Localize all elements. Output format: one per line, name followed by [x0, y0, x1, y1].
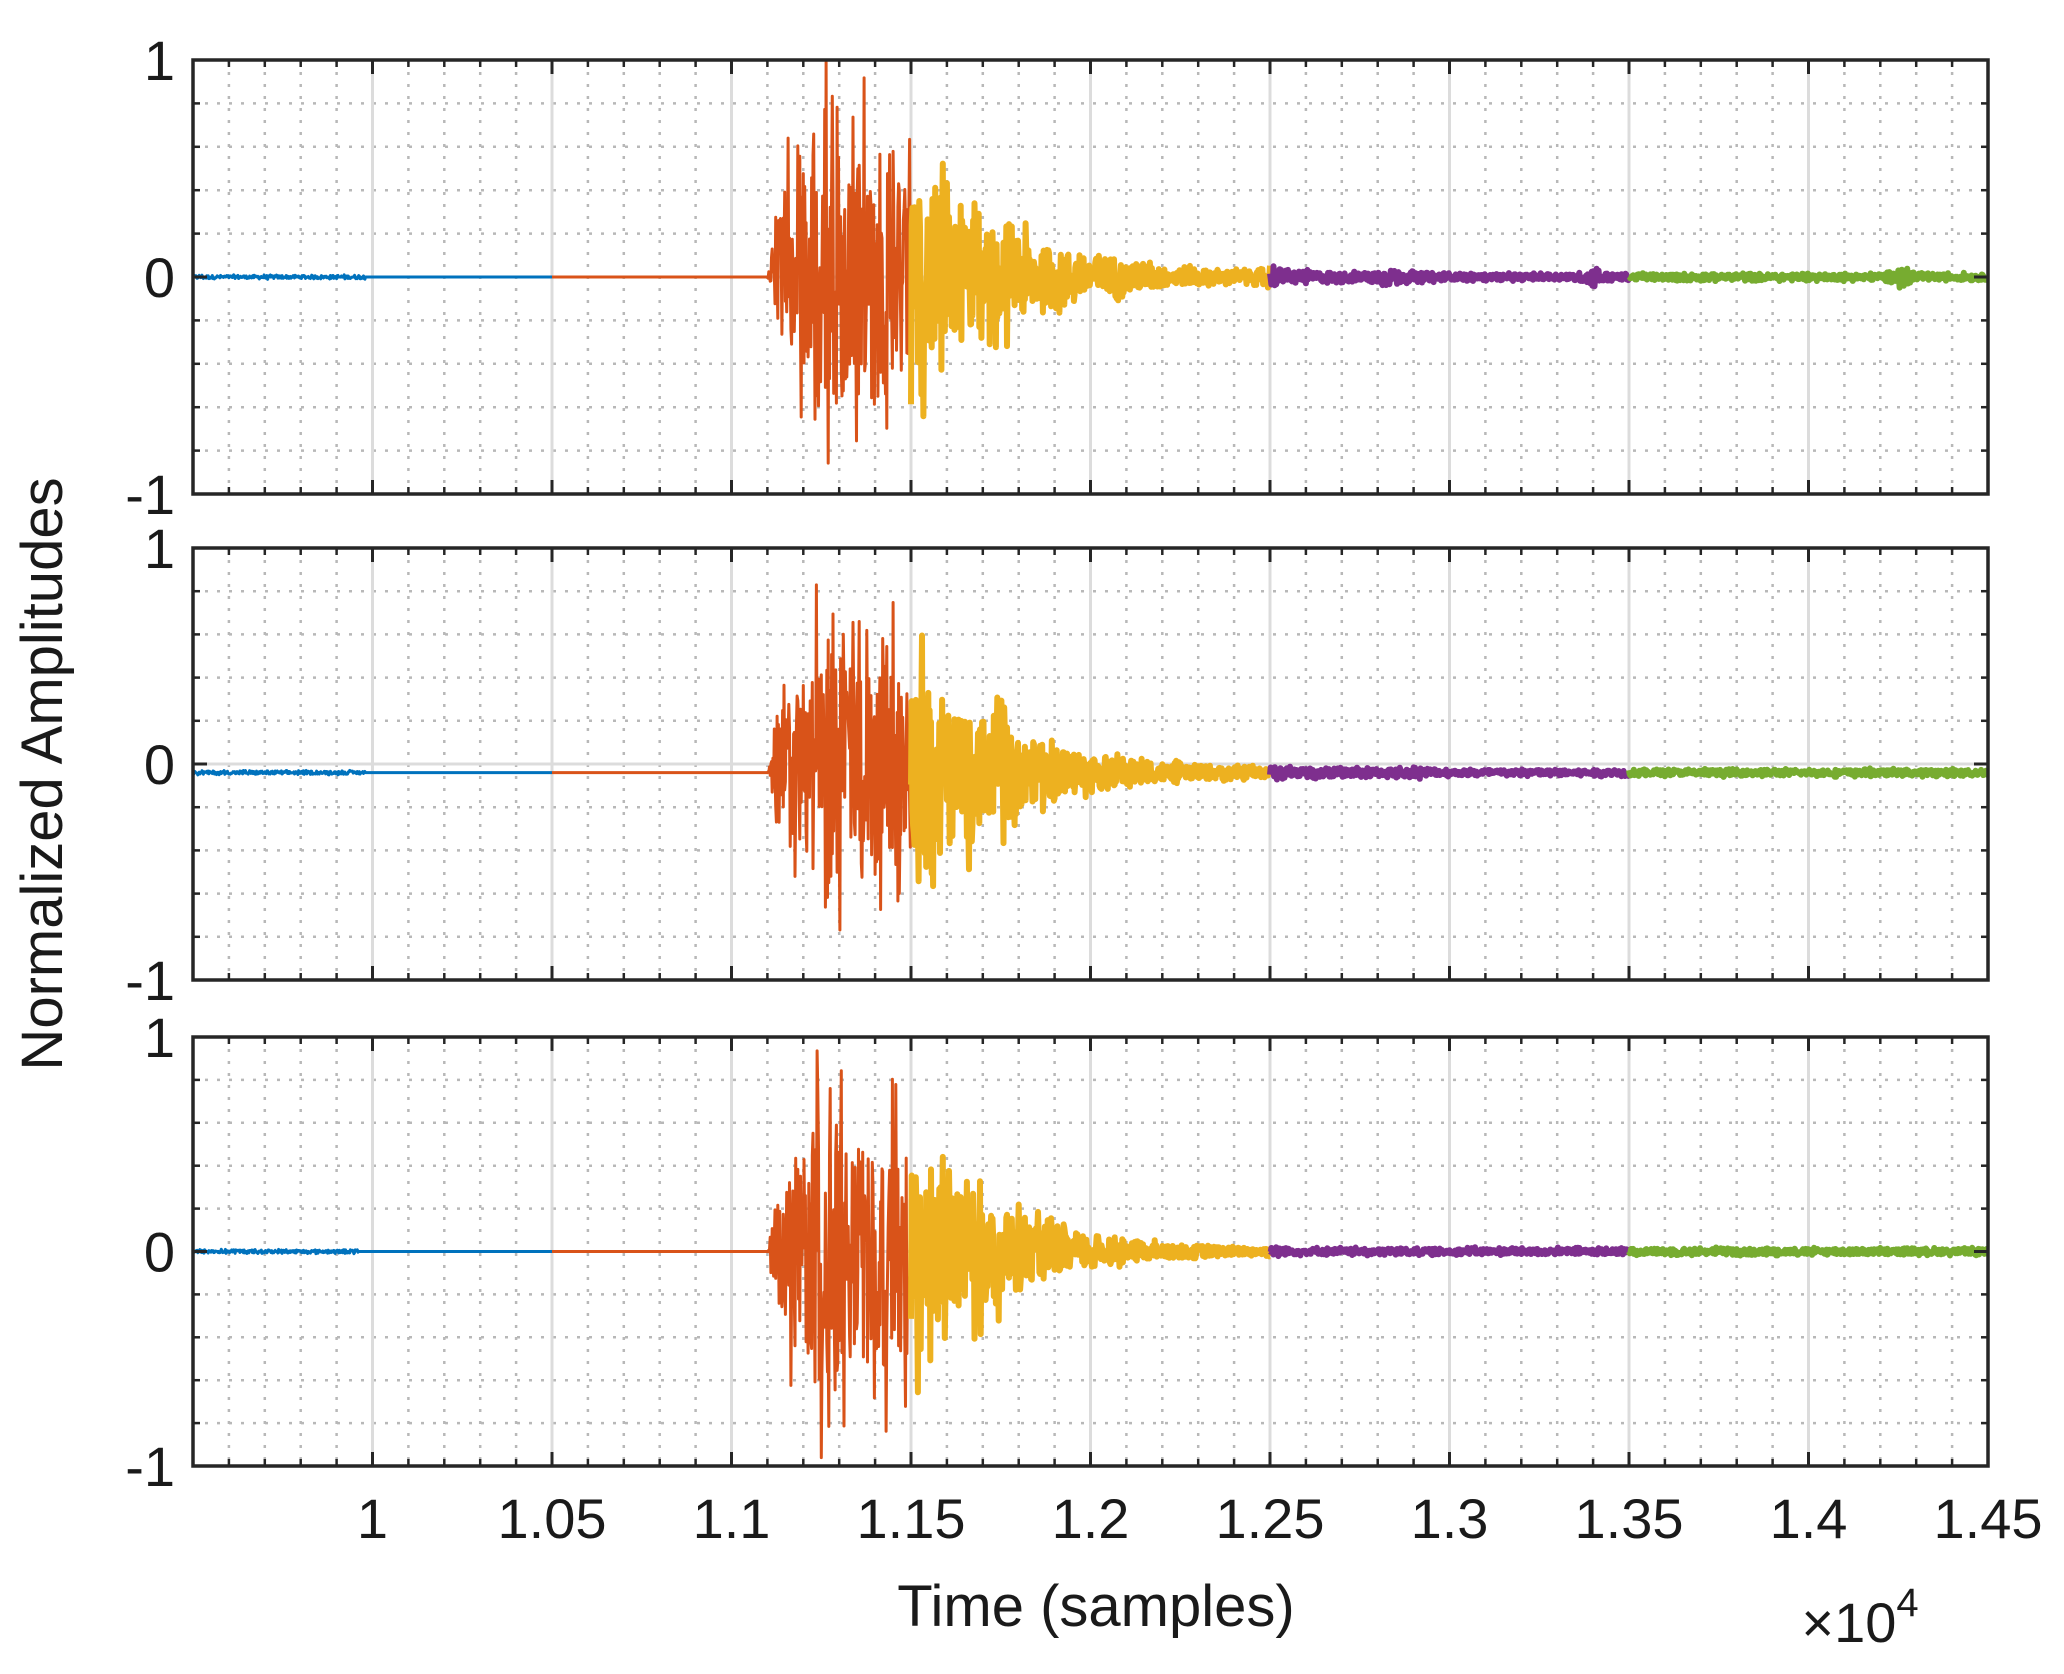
x-tick-label: 1.3: [1411, 1487, 1489, 1550]
y-tick-label: 0: [144, 246, 175, 309]
y-axis-label: Normalized Amplitudes: [10, 477, 75, 1070]
y-tick-label: -1: [125, 463, 175, 526]
x-tick-label: 1.05: [498, 1487, 607, 1550]
x-tick-label: 1.1: [693, 1487, 771, 1550]
series-segment-2: [551, 583, 913, 932]
x-tick-label: 1: [357, 1487, 388, 1550]
series-segment-3: [908, 160, 1273, 420]
series-segment-3: [908, 1153, 1273, 1396]
x-tick-label: 1.45: [1934, 1487, 2043, 1550]
x-multiplier-exponent: 4: [1896, 1581, 1918, 1625]
series-segment-5: [1626, 765, 1988, 780]
y-tick-label: -1: [125, 1435, 175, 1498]
waveform-2: [193, 583, 1988, 932]
waveform-1: [193, 60, 1988, 465]
series-segment-5: [1626, 1244, 1988, 1259]
series-segment-2: [551, 60, 913, 465]
series-segment-2: [551, 1049, 913, 1460]
x-axis-label: Time (samples): [897, 1574, 1294, 1639]
y-tick-label: 1: [144, 1006, 175, 1069]
x-multiplier-label: ×104: [1801, 1581, 1918, 1654]
y-tick-label: 0: [144, 1221, 175, 1284]
panel-1: -1 0 1: [125, 29, 1990, 526]
x-tick-label: 1.25: [1216, 1487, 1325, 1550]
x-tick-label: 1.2: [1052, 1487, 1130, 1550]
y-tick-label: -1: [125, 949, 175, 1012]
series-segment-5: [1626, 265, 1988, 291]
series-segment-3: [908, 632, 1273, 890]
x-tick-label: 1.35: [1575, 1487, 1684, 1550]
series-segment-4: [1267, 1244, 1632, 1260]
series-segment-1: [193, 1247, 553, 1256]
series-segment-1: [193, 768, 553, 777]
series-segment-4: [1267, 763, 1632, 783]
y-tick-label: 1: [144, 517, 175, 580]
x-tick-label: 1.15: [857, 1487, 966, 1550]
series-segment-1: [193, 273, 553, 281]
y-tick-label: 1: [144, 29, 175, 92]
waveform-3: [193, 1049, 1988, 1460]
panel-2: -1 0 1: [125, 517, 1990, 1012]
panel-3: -1 0 1 1 1.05 1.1 1.15 1.2 1.25 1.3 1.35 1.4 1.45: [125, 1006, 2042, 1550]
series-segment-4: [1267, 263, 1632, 290]
x-tick-label: 1.4: [1770, 1487, 1848, 1550]
x-multiplier-base: ×10: [1801, 1591, 1896, 1654]
y-tick-label: 0: [144, 733, 175, 796]
